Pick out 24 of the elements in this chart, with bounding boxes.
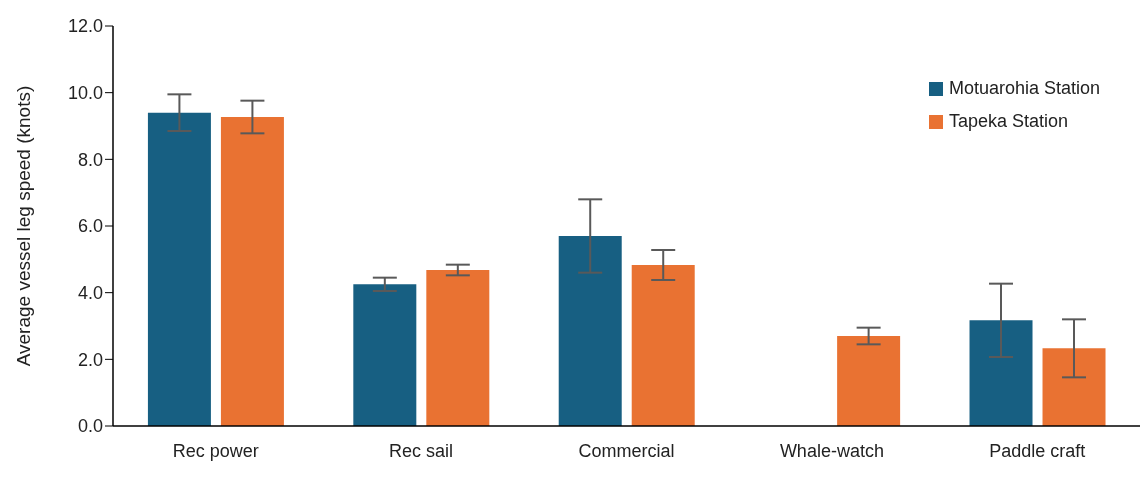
bar bbox=[631, 265, 695, 426]
x-tick-label: Commercial bbox=[578, 440, 675, 461]
bar bbox=[147, 112, 211, 426]
y-tick-label: 0.0 bbox=[77, 416, 103, 437]
y-tick-label: 10.0 bbox=[67, 83, 103, 104]
bar bbox=[220, 117, 284, 426]
y-tick-label: 8.0 bbox=[77, 149, 103, 170]
x-tick-label: Whale-watch bbox=[779, 440, 884, 461]
y-tick-label: 12.0 bbox=[67, 16, 103, 37]
x-tick-label: Rec power bbox=[172, 440, 259, 461]
legend-label: Motuarohia Station bbox=[948, 78, 1100, 99]
bar bbox=[1042, 348, 1106, 426]
bar bbox=[426, 270, 490, 426]
y-tick-label: 4.0 bbox=[77, 283, 103, 304]
x-tick-label: Paddle craft bbox=[989, 440, 1086, 461]
bar bbox=[353, 284, 417, 426]
y-tick-label: 6.0 bbox=[77, 216, 103, 237]
x-tick-label: Rec sail bbox=[389, 440, 454, 461]
bar bbox=[969, 320, 1033, 426]
bar bbox=[558, 236, 622, 426]
y-tick-label: 2.0 bbox=[77, 349, 103, 370]
bar bbox=[837, 336, 901, 426]
legend-label: Tapeka Station bbox=[948, 111, 1068, 132]
y-axis-title: Average vessel leg speed (knots) bbox=[12, 85, 34, 367]
